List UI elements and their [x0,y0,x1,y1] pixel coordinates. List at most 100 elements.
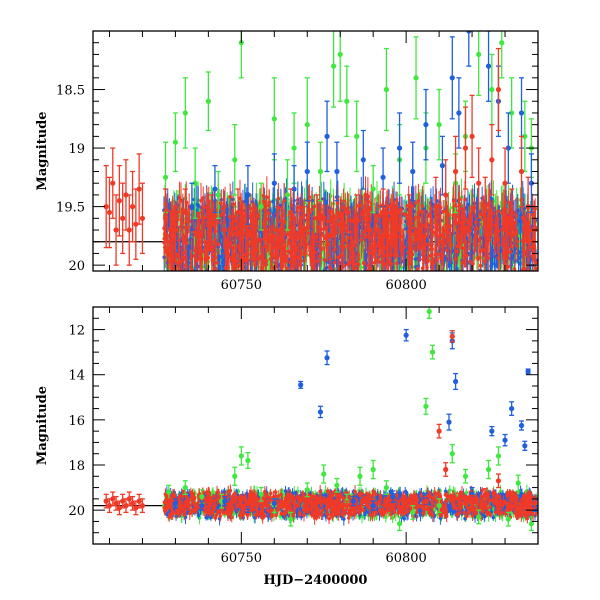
background-point [256,273,260,277]
background-point [269,252,274,257]
background-point [522,267,527,271]
background-point [369,201,374,206]
background-point [489,226,494,230]
background-point [417,228,422,233]
background-point [455,266,459,271]
background-point [483,271,487,275]
background-point [216,220,220,225]
background-point [287,274,291,278]
background-point [520,238,525,243]
background-point [457,197,462,202]
background-point [372,260,377,265]
background-point [372,233,377,238]
background-point [468,228,473,233]
background-point [478,263,483,268]
background-point [265,195,269,199]
background-point [307,210,312,215]
background-point [487,238,492,242]
background-point [460,206,464,211]
background-point [296,255,300,260]
background-point [386,259,390,263]
background-point [306,231,311,235]
background-point [258,254,262,259]
background-point [204,205,209,210]
background-point [471,261,475,266]
background-point [383,215,388,220]
background-point [345,244,350,248]
background-point [190,273,194,277]
background-point [234,259,239,264]
background-point [179,259,184,263]
background-point [500,211,504,215]
background-point [185,271,189,275]
background-point [243,199,247,204]
background-point [490,211,495,216]
background-point [479,212,484,217]
background-point [348,230,353,234]
background-point [225,262,230,266]
background-point [220,235,224,239]
background-point [456,220,461,225]
background-point [193,249,198,254]
background-point [271,215,276,219]
background-point [209,246,214,250]
background-point [236,264,241,268]
background-point [466,202,470,207]
background-point [477,238,482,242]
background-point [498,224,503,229]
background-point [243,224,247,229]
background-point [494,263,498,267]
background-point [333,231,338,236]
background-point [339,253,343,258]
background-point [451,199,456,203]
background-point [322,215,327,220]
background-point [398,248,403,252]
plot-area [93,31,538,278]
background-point [228,214,232,219]
background-point [390,238,394,243]
background-point [506,264,510,269]
background-point [489,264,493,268]
background-point [343,209,348,213]
background-point [285,266,290,271]
background-point [319,247,324,252]
background-point [439,256,443,261]
background-point [179,199,183,203]
background-point [410,204,415,209]
background-point [423,241,427,246]
background-point [448,224,452,228]
background-point [360,212,364,217]
background-point [438,205,443,209]
background-point [170,272,174,276]
background-point [514,213,519,218]
background-point [444,248,449,253]
background-point [207,233,212,237]
background-point [416,198,421,203]
background-point [282,198,286,203]
background-point [437,228,442,232]
background-point [388,252,393,257]
background-point [378,214,382,218]
background-point [414,201,418,206]
background-point [199,198,203,203]
background-point [188,265,193,269]
background-point [490,248,495,253]
background-point [453,249,458,254]
background-point [261,193,265,198]
background-point [260,268,264,271]
background-point [267,211,271,216]
background-point [449,243,453,248]
background-point [502,250,507,255]
background-point [326,242,331,247]
background-point [441,209,446,214]
background-point [458,235,463,239]
background-point [309,207,314,212]
background-point [281,264,285,269]
background-point [339,211,343,215]
background-point [170,214,174,219]
background-point [299,259,304,263]
background-point [213,229,217,234]
background-point [436,252,441,257]
